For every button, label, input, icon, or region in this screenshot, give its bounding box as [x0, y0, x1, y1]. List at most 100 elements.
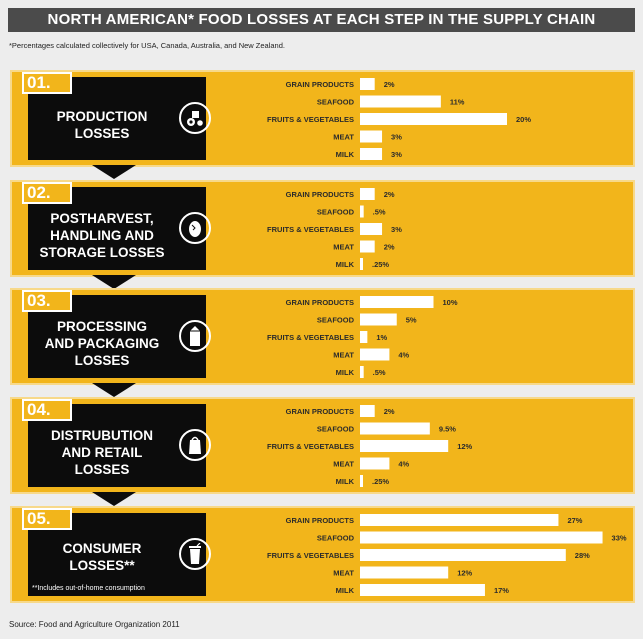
value-label: 2%	[384, 407, 395, 416]
value-label: 2%	[384, 243, 395, 252]
stage-label: PROCESSING AND PACKAGING LOSSES	[44, 318, 160, 368]
bar	[360, 113, 507, 125]
category-label: MILK	[336, 368, 355, 377]
source-note: Source: Food and Agriculture Organizatio…	[9, 620, 180, 629]
value-label: 28%	[575, 551, 590, 560]
tractor-icon	[179, 102, 211, 134]
value-label: 20%	[516, 115, 531, 124]
carton-icon	[179, 320, 211, 352]
value-label: .25%	[372, 477, 389, 486]
category-label: MEAT	[333, 351, 354, 360]
category-label: SEAFOOD	[317, 98, 355, 107]
category-label: MEAT	[333, 460, 354, 469]
stage-panel: 03. PROCESSING AND PACKAGING LOSSES GRAIN …	[10, 288, 635, 385]
category-label: GRAIN PRODUCTS	[286, 298, 354, 307]
chart-title: NORTH AMERICAN* FOOD LOSSES AT EACH STEP…	[8, 8, 635, 32]
category-label: MEAT	[333, 243, 354, 252]
value-label: 12%	[457, 569, 472, 578]
bar	[360, 422, 430, 435]
bar	[360, 514, 559, 526]
value-label: 4%	[398, 351, 409, 360]
bar	[360, 440, 449, 452]
stage-number: 03.	[22, 290, 72, 312]
bar	[360, 549, 566, 561]
stage-panel: 04. DISTRUBUTION AND RETAIL LOSSES GRAIN P…	[10, 397, 635, 494]
category-label: FRUITS & VEGETABLES	[267, 551, 354, 560]
stage-label: CONSUMER LOSSES**	[62, 541, 142, 573]
flow-arrow	[92, 165, 136, 179]
value-label: 27%	[567, 516, 582, 525]
stage-panel: 05. CONSUMER LOSSES** **Includes out-of-ho…	[10, 506, 635, 603]
value-label: 1%	[376, 333, 387, 342]
bar	[360, 348, 390, 361]
flow-arrow	[92, 275, 136, 289]
stage-label: PRODUCTION LOSSES	[56, 109, 148, 141]
value-label: 33%	[612, 534, 627, 543]
bar	[360, 405, 375, 417]
bar	[360, 188, 375, 200]
category-label: FRUITS & VEGETABLES	[267, 115, 354, 124]
category-label: MEAT	[333, 569, 354, 578]
stage-bar-chart: GRAIN PRODUCTS 2% SEAFOOD 9.5% FRUITS & VEGE…	[267, 405, 473, 487]
bar	[360, 240, 375, 253]
stage-label: POSTHARVEST, HANDLING AND STORAGE LOSSES	[39, 210, 165, 260]
stage-bar-chart: GRAIN PRODUCTS 2% SEAFOOD .5% FRUITS & VEGET…	[267, 188, 402, 270]
bar	[360, 457, 390, 470]
bar	[360, 331, 368, 343]
bar	[360, 130, 383, 143]
stage-panel: 02. POSTHARVEST, HANDLING AND STORAGE LOS…	[10, 180, 635, 277]
value-label: .25%	[372, 260, 389, 269]
stage-number: 05.	[22, 508, 72, 530]
value-label: 9.5%	[439, 425, 456, 434]
bar	[360, 205, 364, 218]
stage-box: 02. POSTHARVEST, HANDLING AND STORAGE LOS…	[22, 182, 211, 270]
stage-number: 04.	[22, 399, 72, 421]
footnote: *Percentages calculated collectively for…	[9, 41, 285, 50]
value-label: 2%	[384, 190, 395, 199]
value-label: 10%	[443, 298, 458, 307]
stage-note: **Includes out-of-home consumption	[32, 585, 145, 592]
value-label: 12%	[457, 442, 472, 451]
value-label: .5%	[373, 368, 386, 377]
bar	[360, 313, 397, 326]
stage-bar-chart: GRAIN PRODUCTS 2% SEAFOOD 11% FRUITS & VEGET…	[267, 78, 531, 160]
bar	[360, 366, 364, 378]
value-label: 4%	[398, 460, 409, 469]
category-label: FRUITS & VEGETABLES	[267, 442, 354, 451]
stage-bar-chart: GRAIN PRODUCTS 10% SEAFOOD 5% FRUITS & VEGET…	[267, 296, 458, 378]
value-label: 17%	[494, 586, 509, 595]
category-label: GRAIN PRODUCTS	[286, 407, 354, 416]
category-label: FRUITS & VEGETABLES	[267, 333, 354, 342]
bar	[360, 223, 383, 235]
value-label: 3%	[391, 150, 402, 159]
category-label: GRAIN PRODUCTS	[286, 190, 354, 199]
category-label: GRAIN PRODUCTS	[286, 516, 354, 525]
category-label: MILK	[336, 260, 355, 269]
category-label: MILK	[336, 150, 355, 159]
stage-box: 04. DISTRUBUTION AND RETAIL LOSSES	[22, 399, 211, 487]
stage-box: 03. PROCESSING AND PACKAGING LOSSES	[22, 290, 211, 378]
bar	[360, 584, 485, 596]
value-label: 3%	[391, 133, 402, 142]
bar	[360, 148, 383, 160]
category-label: SEAFOOD	[317, 534, 355, 543]
stage-number: 01.	[22, 72, 72, 94]
bar	[360, 475, 363, 487]
category-label: FRUITS & VEGETABLES	[267, 225, 354, 234]
category-label: SEAFOOD	[317, 208, 355, 217]
value-label: 5%	[406, 316, 417, 325]
category-label: SEAFOOD	[317, 316, 355, 325]
stage-number: 02.	[22, 182, 72, 204]
bar	[360, 95, 441, 108]
category-label: MEAT	[333, 133, 354, 142]
stage-box: 01. PRODUCTION LOSSES	[22, 72, 211, 160]
stage-panel: 01. PRODUCTION LOSSES GRAIN PRODUCTS 2% SEAF…	[10, 70, 635, 167]
value-label: 3%	[391, 225, 402, 234]
cup-icon	[179, 538, 211, 570]
value-label: .5%	[373, 208, 386, 217]
flow-arrow	[92, 492, 136, 506]
category-label: MILK	[336, 586, 355, 595]
bar	[360, 258, 363, 270]
bar	[360, 566, 449, 579]
category-label: SEAFOOD	[317, 425, 355, 434]
